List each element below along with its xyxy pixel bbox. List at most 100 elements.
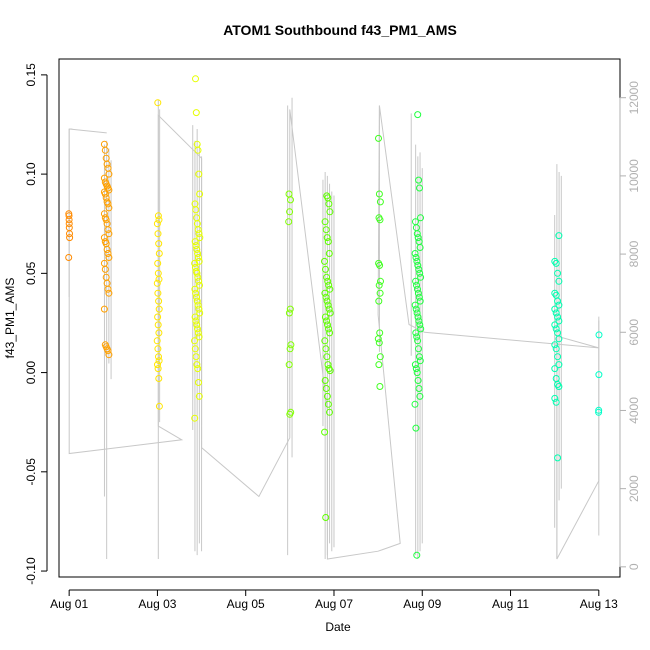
- data-point: [194, 301, 202, 309]
- y-axis-label: f43_PM1_AMS: [3, 278, 17, 359]
- x-axis-label: Date: [325, 620, 351, 634]
- data-point: [324, 301, 332, 309]
- data-point: [192, 206, 200, 214]
- data-point: [551, 257, 559, 265]
- data-point: [414, 261, 422, 269]
- data-point: [554, 381, 562, 388]
- data-point: [414, 234, 422, 242]
- data-point: [154, 365, 162, 373]
- x-tick-label: Aug 11: [492, 597, 529, 611]
- data-point: [415, 293, 423, 301]
- data-point: [375, 281, 383, 289]
- data-point: [65, 210, 73, 218]
- data-point: [322, 385, 330, 392]
- y2-tick-label: 8000: [627, 240, 641, 267]
- y2-tick-label: 2000: [627, 475, 641, 502]
- data-point: [195, 257, 203, 265]
- data-point: [194, 365, 202, 373]
- data-point: [100, 305, 108, 313]
- data-point: [326, 285, 334, 293]
- data-point: [323, 392, 331, 400]
- data-point: [376, 353, 384, 361]
- data-point: [323, 297, 331, 305]
- data-point: [153, 279, 161, 287]
- data-point: [326, 309, 334, 317]
- data-point: [416, 269, 424, 277]
- data-point: [154, 313, 162, 321]
- data-point: [552, 398, 560, 406]
- data-point: [105, 351, 113, 359]
- data-point: [154, 345, 162, 353]
- data-point: [323, 353, 331, 361]
- data-point: [415, 265, 423, 273]
- data-point: [325, 325, 333, 333]
- y2-tick-label: 12000: [627, 81, 641, 115]
- data-point: [412, 277, 420, 285]
- data-point: [552, 259, 560, 267]
- data-point: [195, 230, 203, 238]
- data-point: [196, 190, 204, 198]
- y2-tick-label: 10000: [627, 159, 641, 193]
- data-point: [324, 400, 332, 408]
- data-point: [154, 212, 162, 220]
- data-point: [412, 365, 420, 373]
- data-point: [65, 254, 73, 261]
- data-point: [285, 218, 293, 226]
- data-point: [411, 361, 419, 369]
- data-point: [414, 111, 422, 119]
- data-point: [155, 305, 163, 313]
- y2-axis: 0 2000 4000 6000 8000 10000 12000: [619, 81, 641, 570]
- data-point: [191, 259, 199, 267]
- data-point: [375, 361, 383, 369]
- data-point: [551, 289, 559, 297]
- data-point: [413, 333, 421, 341]
- data-point: [411, 400, 419, 408]
- data-point: [552, 309, 560, 317]
- data-point: [191, 238, 199, 246]
- data-point: [417, 325, 425, 333]
- data-point: [413, 257, 421, 265]
- data-point: [65, 220, 73, 228]
- data-point: [194, 250, 202, 257]
- data-point: [195, 392, 203, 400]
- data-point: [554, 313, 562, 321]
- data-point: [324, 321, 331, 329]
- data-point: [322, 345, 330, 353]
- x-tick-label: Aug 03: [138, 597, 176, 611]
- data-point: [193, 297, 201, 305]
- y-tick-label: -0.10: [24, 557, 38, 585]
- data-point: [552, 325, 560, 333]
- data-point: [376, 261, 384, 269]
- data-point: [554, 269, 562, 277]
- data-point: [412, 305, 420, 313]
- data-point: [413, 551, 421, 559]
- data-point: [155, 402, 163, 410]
- data-point: [414, 377, 422, 384]
- data-point: [414, 313, 422, 321]
- data-point: [412, 254, 420, 261]
- data-point: [414, 285, 421, 293]
- data-point: [153, 220, 161, 228]
- data-point: [416, 321, 424, 329]
- data-point: [551, 365, 559, 373]
- data-point: [326, 208, 334, 216]
- data-point: [191, 414, 199, 422]
- data-point: [194, 226, 202, 234]
- data-point: [412, 329, 420, 337]
- data-point: [101, 190, 109, 198]
- data-point: [554, 297, 562, 305]
- data-point: [66, 234, 74, 242]
- data-point: [416, 392, 424, 400]
- data-point: [413, 309, 421, 317]
- x-tick-label: Aug 07: [315, 597, 353, 611]
- data-point: [155, 216, 163, 224]
- data-point: [324, 238, 332, 246]
- data-point: [376, 383, 384, 390]
- data-point: [415, 353, 423, 361]
- data-point: [102, 216, 110, 224]
- data-point: [155, 353, 162, 361]
- data-point: [195, 379, 202, 386]
- data-point: [154, 259, 162, 267]
- data-point: [287, 196, 294, 204]
- data-point: [413, 369, 421, 377]
